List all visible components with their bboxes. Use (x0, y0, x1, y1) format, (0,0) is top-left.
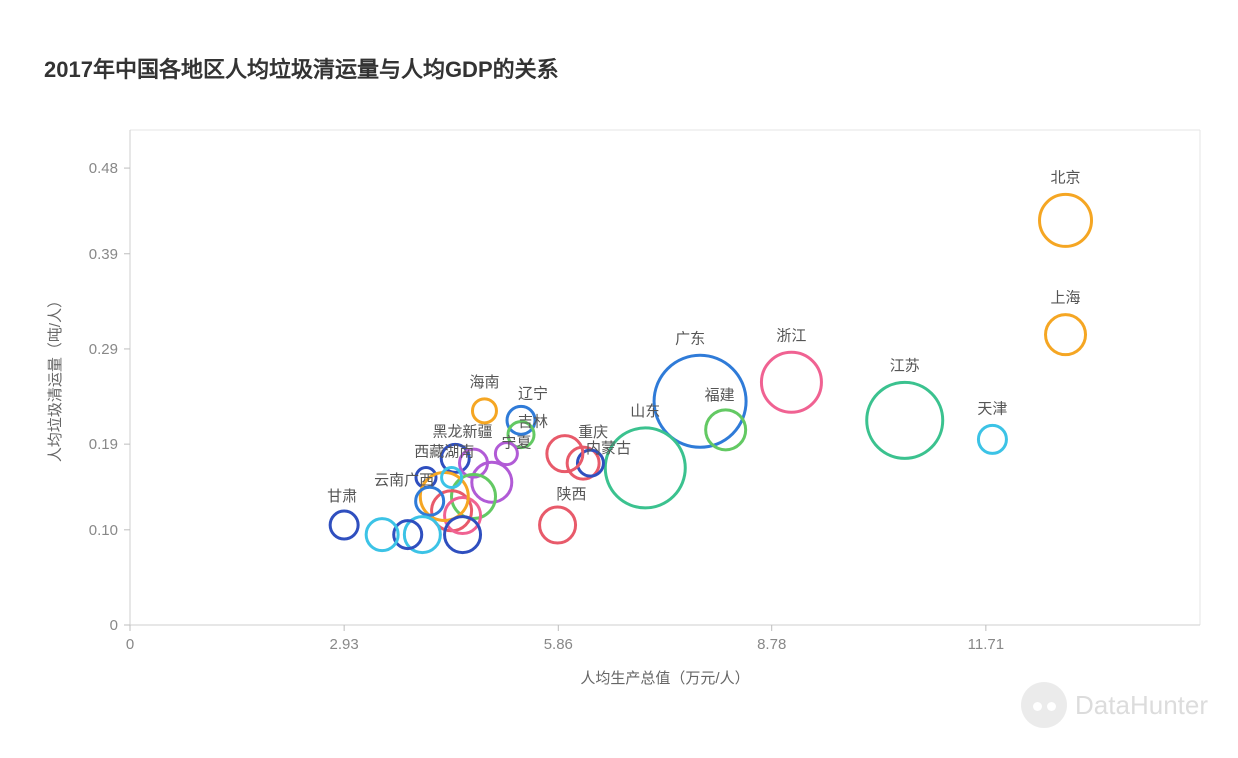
x-tick-label: 2.93 (330, 636, 359, 653)
bubble (867, 382, 943, 458)
y-tick-label: 0 (110, 617, 118, 634)
bubble-label: 辽宁 (518, 385, 548, 402)
chart-title: 2017年中国各地区人均垃圾清运量与人均GDP的关系 (44, 52, 559, 84)
bubble-label: 宁夏 (501, 435, 531, 452)
y-tick-label: 0.29 (89, 341, 118, 358)
bubble-label: 云南广西 (374, 472, 434, 489)
bubble-label: 内蒙古 (586, 440, 631, 457)
bubble (540, 507, 576, 543)
y-tick-label: 0.19 (89, 436, 118, 453)
bubble-label: 甘肃 (327, 488, 357, 505)
bubble-label: 西藏湖南 (414, 444, 474, 461)
x-tick-label: 5.86 (544, 636, 573, 653)
bubble (452, 474, 496, 518)
bubble (1040, 194, 1092, 246)
bubble-label: 北京 (1051, 169, 1081, 186)
bubble (978, 425, 1006, 453)
y-tick-label: 0.39 (89, 246, 118, 263)
x-tick-label: 8.78 (757, 636, 786, 653)
x-tick-label: 11.71 (968, 636, 1004, 653)
x-tick-label: 0 (126, 636, 134, 653)
bubble-label: 浙江 (776, 327, 806, 344)
y-tick-label: 0.10 (89, 522, 118, 539)
bubble-label: 吉林 (518, 414, 548, 431)
bubble-chart: 0 2.93 5.86 8.78 11.71 0 0.10 0.19 0.29 0.39 0.48 人… (0, 0, 1238, 758)
bubble-label: 广东 (675, 330, 705, 347)
x-axis-label: 人均生产总值（万元/人） (580, 670, 749, 687)
bubble-label: 重庆 (578, 424, 608, 441)
bubble-label: 上海 (1051, 290, 1081, 307)
bubble (472, 399, 496, 423)
y-axis-label: 人均垃圾清运量（吨/人） (47, 293, 64, 462)
y-tick-label: 0.48 (89, 160, 118, 177)
bubble-label: 海南 (469, 374, 499, 391)
bubble (547, 436, 583, 472)
bubble-label: 福建 (705, 387, 735, 404)
bubble-label: 江苏 (890, 357, 920, 374)
bubble (330, 511, 358, 539)
bubble-label: 天津 (977, 400, 1007, 417)
bubble-label: 山东 (630, 403, 660, 420)
bubble (706, 410, 746, 450)
bubble (761, 352, 821, 412)
bubble (1046, 315, 1086, 355)
bubble-label: 黑龙新疆 (433, 423, 493, 440)
bubble-label: 陕西 (557, 486, 587, 503)
